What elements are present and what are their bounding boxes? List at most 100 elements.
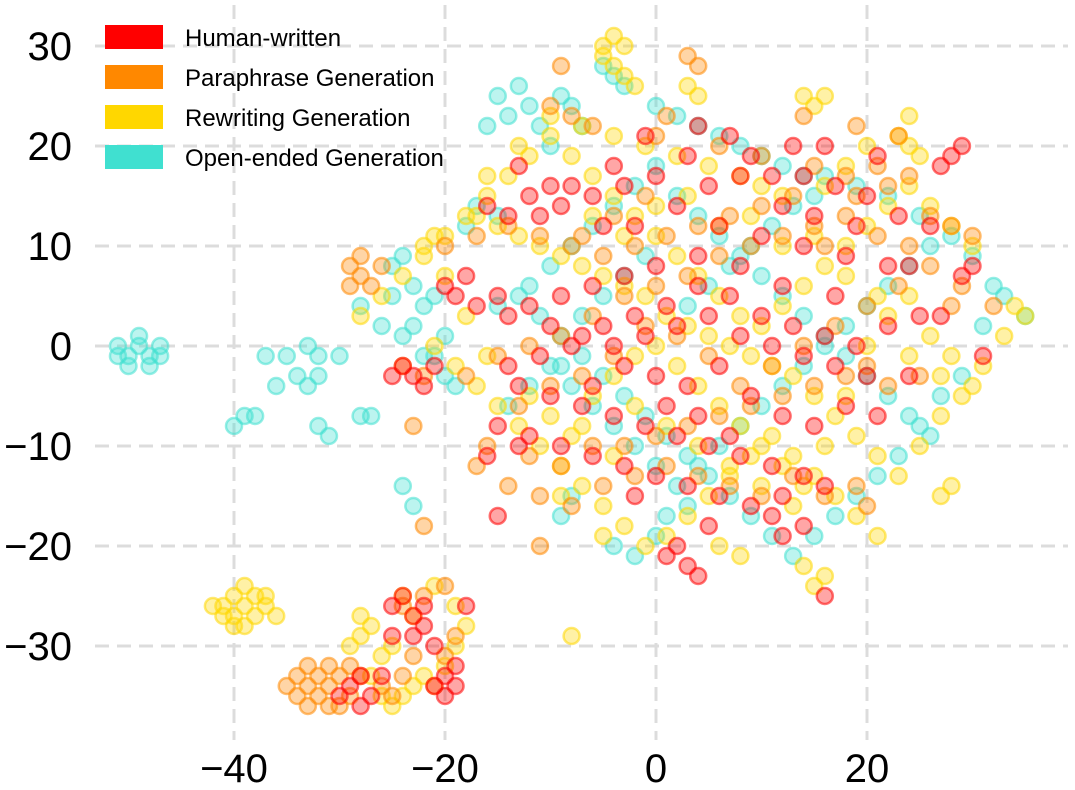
data-point <box>678 146 697 166</box>
data-point <box>594 216 613 236</box>
data-point <box>868 466 887 486</box>
y-tick-label: 10 <box>28 225 73 269</box>
data-point <box>625 76 645 96</box>
data-point <box>731 326 750 346</box>
data-point <box>572 226 592 246</box>
data-point <box>667 316 687 336</box>
data-point <box>383 366 402 386</box>
data-point <box>921 326 940 346</box>
data-point <box>794 346 813 366</box>
data-point <box>615 356 634 376</box>
data-point <box>720 286 740 306</box>
data-point <box>414 296 434 316</box>
data-point <box>393 666 413 686</box>
data-point <box>657 106 676 126</box>
data-point <box>921 256 940 276</box>
data-point <box>973 346 993 366</box>
data-point <box>404 316 423 336</box>
data-point <box>868 406 887 426</box>
data-point <box>129 326 149 346</box>
data-point <box>783 366 803 386</box>
data-point <box>425 356 444 376</box>
data-point <box>657 226 676 246</box>
data-point <box>889 276 908 296</box>
data-point <box>594 526 613 546</box>
data-point <box>435 576 455 596</box>
data-point <box>551 356 571 376</box>
data-point <box>667 426 687 446</box>
data-point <box>594 246 613 266</box>
data-point <box>952 136 972 156</box>
data-point <box>847 216 866 236</box>
series-human-written <box>330 116 993 716</box>
data-point <box>456 206 476 226</box>
data-point <box>773 526 792 546</box>
data-point <box>984 296 1003 316</box>
data-point <box>710 216 729 236</box>
data-point <box>815 86 835 106</box>
data-point <box>657 296 676 316</box>
data-point <box>857 186 877 206</box>
data-point <box>688 216 708 236</box>
data-point <box>414 616 434 636</box>
data-point <box>826 176 845 196</box>
data-point <box>1005 296 1024 316</box>
data-point <box>562 146 581 166</box>
data-point <box>488 396 507 416</box>
data-point <box>699 516 718 536</box>
data-point <box>150 346 170 366</box>
data-point <box>688 566 708 586</box>
data-point <box>383 626 402 646</box>
data-point <box>731 166 750 186</box>
legend-label: Human-written <box>185 25 341 52</box>
data-point <box>583 446 602 466</box>
data-point <box>857 496 877 516</box>
data-point <box>266 376 286 396</box>
data-point <box>594 476 613 496</box>
data-point <box>752 266 771 286</box>
data-point <box>572 256 592 276</box>
data-point <box>583 186 602 206</box>
data-point <box>277 346 296 366</box>
data-point <box>826 506 845 526</box>
data-point <box>615 456 634 476</box>
data-point <box>604 156 624 176</box>
data-point <box>615 266 634 286</box>
data-point <box>520 276 539 296</box>
data-point <box>688 276 708 296</box>
data-point <box>551 456 571 476</box>
data-point <box>899 166 919 186</box>
data-point <box>488 286 507 306</box>
data-point <box>646 366 666 386</box>
data-point <box>720 426 740 446</box>
data-point <box>351 306 370 326</box>
data-point <box>952 266 972 286</box>
data-point <box>731 306 750 326</box>
data-point <box>361 406 381 426</box>
data-point <box>741 346 761 366</box>
data-point <box>826 356 845 376</box>
data-point <box>340 636 360 656</box>
data-point <box>762 456 782 476</box>
data-point <box>636 536 655 556</box>
data-point <box>762 506 782 526</box>
data-point <box>562 496 581 516</box>
data-point <box>889 126 908 146</box>
data-point <box>604 126 624 146</box>
data-point <box>530 206 550 226</box>
data-point <box>773 196 792 216</box>
data-point <box>657 506 676 526</box>
data-point <box>256 586 275 606</box>
data-point <box>815 326 835 346</box>
data-point <box>372 256 391 276</box>
data-point <box>541 176 560 196</box>
y-tick-label: 30 <box>28 25 73 69</box>
data-point <box>731 446 750 466</box>
data-point <box>330 686 349 706</box>
data-point <box>499 106 518 126</box>
data-point <box>520 186 539 206</box>
data-point <box>731 256 750 276</box>
data-point <box>752 306 771 326</box>
data-point <box>794 556 813 576</box>
data-point <box>889 206 908 226</box>
